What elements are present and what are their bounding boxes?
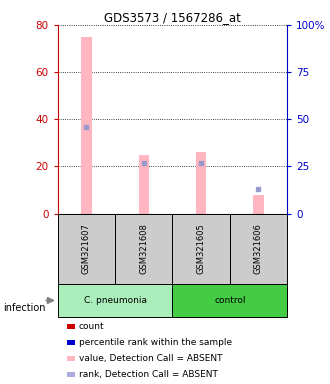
Bar xyxy=(196,152,206,214)
Bar xyxy=(173,214,230,284)
Bar xyxy=(67,356,75,361)
Text: GSM321607: GSM321607 xyxy=(82,223,91,275)
Text: percentile rank within the sample: percentile rank within the sample xyxy=(79,338,232,347)
Title: GDS3573 / 1567286_at: GDS3573 / 1567286_at xyxy=(104,11,241,24)
Bar xyxy=(139,155,149,214)
Bar xyxy=(67,324,75,329)
Text: GSM321606: GSM321606 xyxy=(254,223,263,275)
Bar xyxy=(230,214,287,284)
Text: GSM321608: GSM321608 xyxy=(139,223,148,275)
Bar xyxy=(81,37,92,214)
Bar xyxy=(253,195,264,214)
Bar xyxy=(173,284,287,317)
Text: value, Detection Call = ABSENT: value, Detection Call = ABSENT xyxy=(79,354,222,363)
Bar xyxy=(58,284,173,317)
Text: control: control xyxy=(214,296,246,305)
Bar xyxy=(58,214,115,284)
Text: count: count xyxy=(79,322,105,331)
Text: rank, Detection Call = ABSENT: rank, Detection Call = ABSENT xyxy=(79,370,218,379)
Bar xyxy=(115,214,173,284)
Text: C. pneumonia: C. pneumonia xyxy=(83,296,147,305)
Bar xyxy=(67,340,75,344)
Bar xyxy=(67,372,75,377)
Text: infection: infection xyxy=(3,303,46,313)
Text: GSM321605: GSM321605 xyxy=(197,223,206,274)
